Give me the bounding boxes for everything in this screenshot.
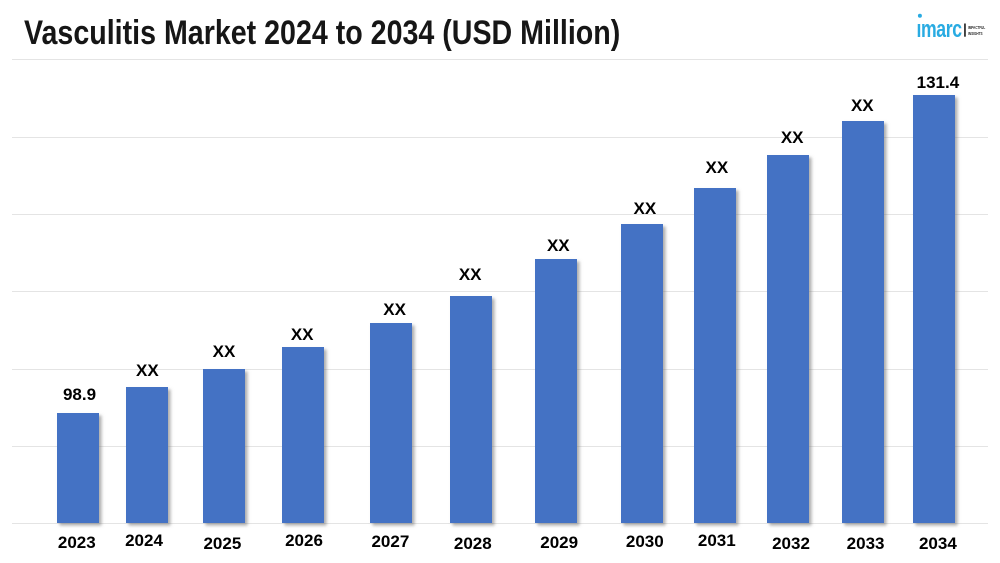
svg-text:INSIGHTS: INSIGHTS <box>968 31 983 36</box>
svg-text:IMPACTFUL: IMPACTFUL <box>968 25 985 30</box>
svg-text:ımarc: ımarc <box>917 15 963 43</box>
